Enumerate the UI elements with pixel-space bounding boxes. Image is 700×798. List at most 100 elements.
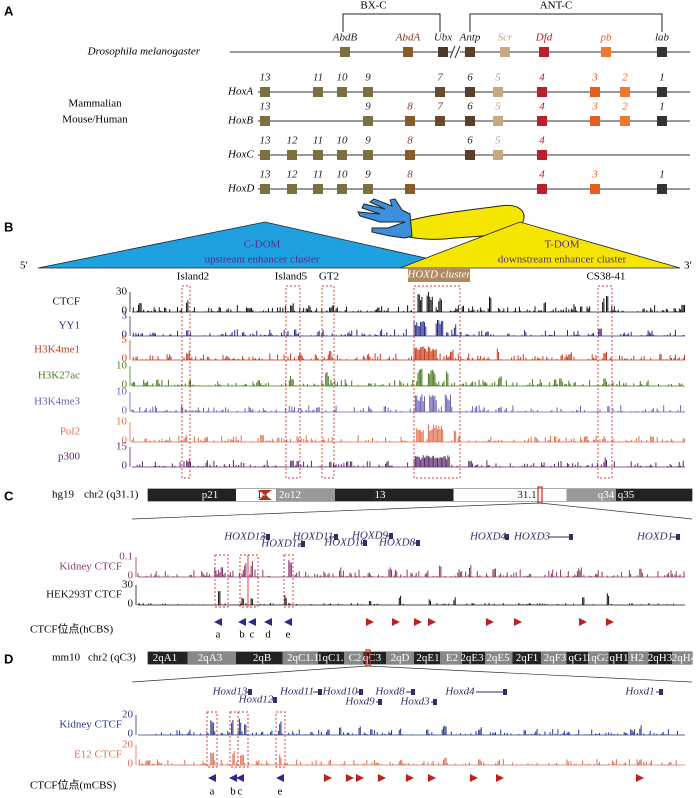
band-label: 31.1 — [517, 489, 536, 501]
ideogram-band — [485, 652, 513, 664]
exon — [318, 689, 322, 695]
band-label: 2qE5 — [486, 652, 510, 664]
cbs-arrow — [406, 774, 414, 782]
exon — [273, 697, 277, 703]
gene-name: HOXD4 — [469, 531, 507, 543]
gene-name: Hoxd3 — [399, 696, 430, 708]
ideogram-band — [148, 489, 236, 501]
bracket — [342, 13, 441, 32]
highlight-box — [275, 711, 286, 768]
cbs-arrow — [264, 618, 272, 626]
gene-box — [465, 150, 475, 160]
region-label: Island5 — [275, 271, 308, 283]
end-3: 3′ — [684, 260, 692, 272]
ideogram-band — [628, 652, 649, 664]
band-label: 2qD — [391, 652, 410, 664]
track-label: H3K4me1 — [34, 344, 80, 356]
t-dom — [399, 221, 681, 269]
cbs-arrow — [324, 774, 332, 782]
gene-name: Hoxd1 — [624, 686, 654, 698]
gene-box — [313, 150, 323, 160]
track-label: CTCF — [52, 296, 80, 308]
gene-box — [465, 116, 475, 126]
axis-tick: 0 — [128, 570, 134, 582]
cbs-arrow — [356, 774, 364, 782]
axis-tick: 10 — [116, 386, 128, 398]
paralog-label: 4 — [539, 135, 545, 147]
band-label: 2qE3 — [460, 652, 484, 664]
gene-box — [403, 47, 413, 57]
paralog-label: 13 — [260, 169, 272, 181]
gene-name: Hoxd8 — [374, 686, 405, 698]
signal-track — [132, 346, 685, 360]
cbs-arrow — [236, 774, 244, 782]
gene-box — [260, 87, 270, 97]
band-label: 2o12 — [279, 489, 301, 501]
gene-name: Hoxd12 — [238, 694, 274, 706]
axis-tick: 20 — [122, 709, 134, 721]
signal-track — [155, 718, 682, 735]
cbs-arrow — [428, 618, 436, 626]
ideogram-band — [440, 652, 462, 664]
track-label: H3K4me3 — [34, 396, 80, 408]
paralog-label: 9 — [365, 135, 371, 147]
ideogram-band — [588, 652, 609, 664]
gene-box — [405, 150, 415, 160]
band-label: q34 — [598, 489, 615, 501]
gene-box — [465, 87, 475, 97]
band-label: qC3 — [363, 652, 382, 664]
cbs-arrow — [606, 618, 614, 626]
signal-track — [132, 320, 685, 336]
cbs-arrow — [414, 618, 422, 626]
axis-tick: 30 — [116, 286, 128, 298]
paralog-label: 1 — [659, 72, 665, 84]
exon — [301, 541, 305, 547]
highlight-box — [413, 285, 461, 479]
paralog-label: 12 — [287, 169, 299, 181]
cbs-arrow — [579, 618, 587, 626]
gene-box — [537, 150, 547, 160]
gene-label: Ubx — [434, 32, 452, 44]
gene-box — [337, 150, 347, 160]
signal-track — [138, 751, 677, 765]
region-label: CS38-41 — [586, 271, 625, 283]
gene-name: Hoxd9 — [344, 696, 375, 708]
gene-box — [260, 150, 270, 160]
signal-track — [136, 455, 684, 467]
gene-box — [313, 184, 323, 194]
chrom: chr2 (qC3) — [88, 652, 136, 664]
exon — [411, 689, 415, 695]
track-label: Kidney CTCF — [59, 719, 122, 731]
cbs-arrow — [428, 774, 436, 782]
signal-track — [131, 424, 685, 442]
ideogram-band — [672, 652, 692, 664]
cbs-arrow — [636, 774, 644, 782]
hoxd-cluster-box — [408, 268, 470, 282]
track-label: E12 CTCF — [74, 749, 122, 761]
axis-tick: 15 — [116, 441, 128, 453]
centromere — [258, 490, 272, 500]
signal-track — [131, 368, 683, 386]
gene-box — [405, 184, 415, 194]
gene-box — [500, 47, 510, 57]
ideogram-band — [566, 489, 616, 501]
complex-label: BX-C — [360, 0, 386, 12]
band-label: 2qH3 — [648, 652, 673, 664]
axis-tick: 0 — [122, 379, 128, 391]
band-label: E2 — [446, 652, 458, 664]
band-label: 2qF1 — [516, 652, 539, 664]
cbs-letter: c — [250, 629, 255, 641]
gene-box — [435, 87, 445, 97]
axis-tick: 0 — [122, 353, 128, 365]
band-label: 13 — [375, 489, 387, 501]
ideogram-band — [541, 652, 567, 664]
ideogram-band — [608, 652, 628, 664]
tdom-sub: downstream enhancer cluster — [498, 254, 627, 266]
highlight-box — [229, 711, 239, 768]
panel-label: C — [4, 488, 14, 503]
gene-name: Hoxd4 — [444, 686, 475, 698]
signal-track — [137, 560, 685, 577]
gene-box — [337, 87, 347, 97]
c-dom — [37, 221, 471, 269]
